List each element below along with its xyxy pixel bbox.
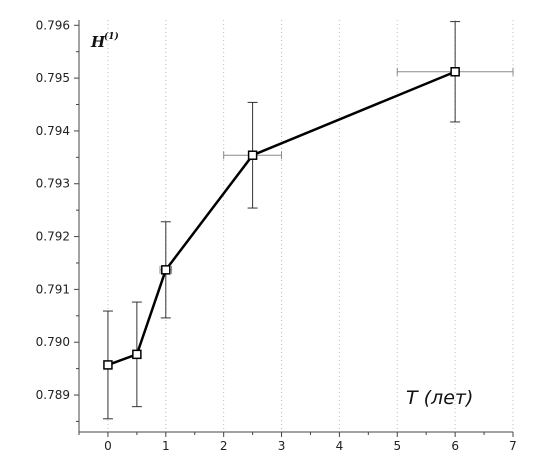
y-axis-label-superscript: (1) bbox=[104, 31, 119, 42]
x-tick-label-2: 2 bbox=[220, 439, 228, 453]
error-bars bbox=[102, 21, 514, 420]
x-axis-label: T (лет) bbox=[406, 387, 473, 409]
y-tick-label-0.794: 0.794 bbox=[36, 124, 70, 138]
y-tick-label-0.796: 0.796 bbox=[36, 18, 70, 32]
data-point-marker bbox=[103, 360, 113, 370]
x-tick-label-4: 4 bbox=[336, 439, 344, 453]
data-point-marker bbox=[132, 349, 142, 360]
plot-frame bbox=[78, 20, 513, 433]
x-tick-label-3: 3 bbox=[278, 439, 286, 453]
x-tick-label-0: 0 bbox=[104, 439, 112, 453]
data-point-marker bbox=[161, 265, 171, 275]
y-axis: 0.789 0.790 0.791 0.792 0.793 0.794 0.795 0.796 bbox=[36, 18, 79, 422]
grid-lines bbox=[107, 20, 514, 432]
x-tick-label-5: 5 bbox=[393, 439, 401, 453]
y-tick-label-0.789: 0.789 bbox=[36, 388, 70, 402]
x-tick-label-1: 1 bbox=[162, 439, 170, 453]
data-point-marker bbox=[247, 150, 258, 160]
data-point-marker bbox=[450, 67, 460, 77]
y-tick-label-0.790: 0.790 bbox=[36, 335, 70, 349]
y-tick-label-0.791: 0.791 bbox=[36, 282, 70, 296]
y-tick-label-0.793: 0.793 bbox=[36, 177, 70, 191]
x-axis: 0 1 2 3 4 5 6 7 bbox=[78, 432, 517, 453]
x-tick-label-7: 7 bbox=[509, 439, 517, 453]
x-tick-label-6: 6 bbox=[451, 439, 459, 453]
y-axis-label: H bbox=[90, 33, 106, 51]
y-tick-label-0.795: 0.795 bbox=[36, 71, 70, 85]
y-axis-label-main: H bbox=[90, 33, 106, 51]
y-tick-label-0.792: 0.792 bbox=[36, 230, 70, 244]
data-points bbox=[103, 67, 460, 370]
